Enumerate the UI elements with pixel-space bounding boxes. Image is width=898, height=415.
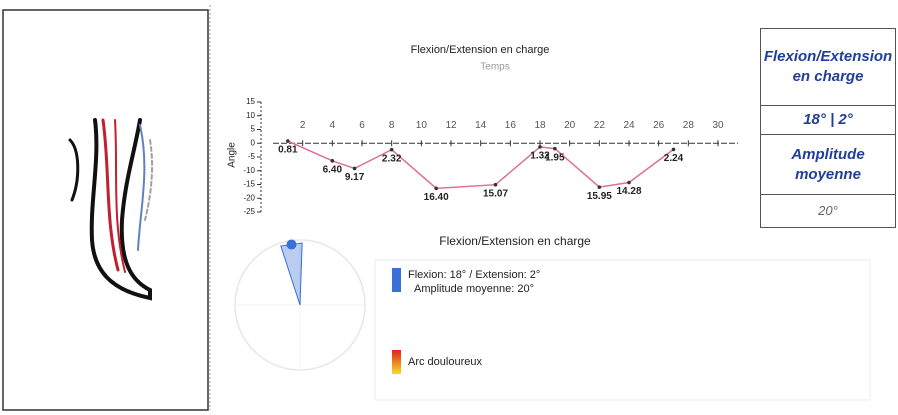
- x-tick-label: 26: [653, 120, 665, 131]
- x-tick-label: 18: [534, 120, 546, 131]
- value-label: 15.95: [587, 191, 612, 202]
- x-tick-label: 6: [359, 120, 365, 131]
- x-tick-label: 24: [623, 120, 635, 131]
- x-tick-label: 4: [330, 120, 336, 131]
- data-point: [331, 159, 335, 163]
- value-label: 14.28: [616, 186, 641, 197]
- page: Flexion/Extension en charge Temps Angle …: [0, 0, 898, 415]
- value-label: 16.40: [424, 192, 449, 203]
- value-label: 1.95: [545, 152, 565, 163]
- data-point: [286, 139, 290, 143]
- polar-title: Flexion/Extension en charge: [439, 234, 591, 248]
- y-tick-label: -15: [243, 180, 255, 189]
- legend-swatch: [392, 350, 401, 374]
- data-point: [598, 185, 602, 189]
- polar-wedge: [281, 243, 302, 305]
- x-tick-label: 20: [564, 120, 576, 131]
- x-tick-label: 8: [389, 120, 395, 131]
- data-point: [353, 167, 357, 171]
- y-tick-label: -25: [243, 207, 255, 216]
- data-point: [538, 145, 542, 149]
- x-tick-label: 10: [416, 120, 428, 131]
- data-point: [434, 187, 438, 191]
- legend-swatch: [392, 268, 401, 292]
- value-label: 2.32: [382, 153, 402, 164]
- legend-label: Flexion: 18° / Extension: 2°: [408, 269, 540, 281]
- x-tick-label: 12: [445, 120, 457, 131]
- y-tick-label: 0: [251, 138, 256, 147]
- y-tick-label: 15: [246, 97, 255, 106]
- data-point: [494, 183, 498, 187]
- legend-label: Amplitude moyenne: 20°: [414, 283, 534, 295]
- line-chart-subtitle: Temps: [480, 62, 509, 73]
- x-tick-label: 16: [505, 120, 517, 131]
- data-point: [672, 148, 676, 152]
- x-tick-label: 2: [300, 120, 306, 131]
- x-tick-label: 14: [475, 120, 487, 131]
- line-chart-title: Flexion/Extension en charge: [411, 44, 550, 56]
- y-tick-label: 10: [246, 111, 255, 120]
- y-tick-label: 5: [251, 125, 256, 134]
- x-tick-label: 30: [712, 120, 724, 131]
- data-point: [390, 148, 394, 152]
- y-tick-label: -5: [248, 152, 256, 161]
- table-cell: 20°: [760, 194, 896, 228]
- polar-tip: [287, 240, 297, 250]
- value-label: 2.24: [664, 153, 684, 164]
- legend-box: [375, 260, 870, 400]
- x-tick-label: 28: [683, 120, 695, 131]
- value-label: 0.81: [278, 145, 298, 156]
- data-point: [627, 181, 631, 185]
- table-header: Flexion/Extension en charge: [760, 28, 896, 106]
- value-label: 15.07: [483, 188, 508, 199]
- data-point: [553, 147, 557, 151]
- y-tick-label: -10: [243, 166, 255, 175]
- table-cell: 18° | 2°: [760, 105, 896, 135]
- leg-panel: [3, 10, 208, 410]
- x-tick-label: 22: [594, 120, 606, 131]
- y-axis-label: Angle: [227, 142, 238, 168]
- table-header: Amplitude moyenne: [760, 134, 896, 195]
- legend-label: Arc douloureux: [408, 356, 482, 368]
- value-label: 9.17: [345, 172, 365, 183]
- value-label: 6.40: [323, 164, 343, 175]
- y-tick-label: -20: [243, 193, 255, 202]
